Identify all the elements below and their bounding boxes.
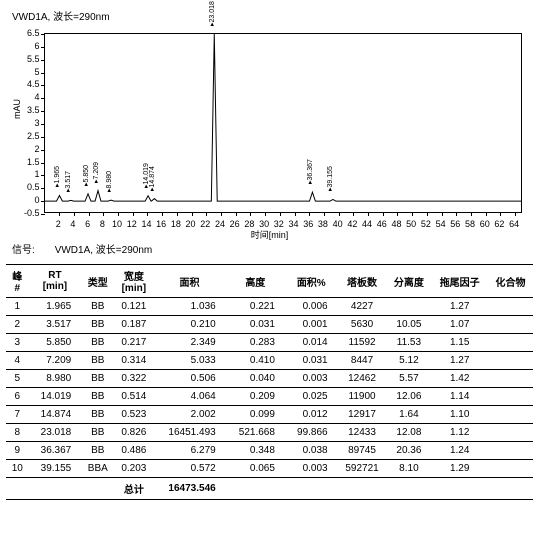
- column-header: 拖尾因子: [431, 265, 488, 298]
- table-row: 11.965BB0.1211.0360.2210.00642271.27: [6, 298, 533, 316]
- x-tick-label: 62: [494, 219, 504, 229]
- x-axis-label: 时间[min]: [251, 228, 289, 241]
- peak-label: ▸7.209: [92, 162, 100, 183]
- x-tick-label: 28: [244, 219, 254, 229]
- x-tick-label: 16: [156, 219, 166, 229]
- x-tick-label: 32: [274, 219, 284, 229]
- x-tick-label: 10: [112, 219, 122, 229]
- peak-label: ▸36.367: [306, 159, 314, 184]
- column-header: 面积: [153, 265, 225, 298]
- y-tick-label: 5.5: [10, 54, 40, 64]
- x-tick-label: 38: [318, 219, 328, 229]
- column-header: 高度: [226, 265, 285, 298]
- column-header: 面积%: [285, 265, 338, 298]
- y-tick-label: 4: [10, 92, 40, 102]
- x-tick-label: 58: [465, 219, 475, 229]
- signal-header: VWD1A, 波长=290nm: [12, 8, 533, 23]
- x-tick-label: 8: [100, 219, 105, 229]
- signal-value: VWD1A, 波长=290nm: [55, 245, 153, 256]
- peak-label: ▸14.874: [148, 166, 156, 191]
- y-tick-label: 0: [10, 195, 40, 205]
- x-tick-label: 34: [289, 219, 299, 229]
- y-tick-label: 3.5: [10, 105, 40, 115]
- total-row: 总计16473.546: [6, 478, 533, 500]
- chromatogram-line: [45, 34, 521, 212]
- x-tick-label: 22: [200, 219, 210, 229]
- peaks-table: 峰#RT[min]类型宽度[min]面积高度面积%塔板数分离度拖尾因子化合物 1…: [6, 264, 533, 500]
- column-header: 峰#: [6, 265, 29, 298]
- table-row: 936.367BB0.4866.2790.3480.0388974520.361…: [6, 442, 533, 460]
- table-row: 23.517BB0.1870.2100.0310.001563010.051.0…: [6, 316, 533, 334]
- x-tick-label: 14: [141, 219, 151, 229]
- peak-label: ▸8.980: [105, 171, 113, 192]
- y-tick-label: 5: [10, 67, 40, 77]
- x-tick-label: 12: [127, 219, 137, 229]
- table-row: 47.209BB0.3145.0330.4100.03184475.121.27: [6, 352, 533, 370]
- table-row: 614.019BB0.5144.0640.2090.0251190012.061…: [6, 388, 533, 406]
- column-header: 塔板数: [338, 265, 387, 298]
- signal-prefix: 信号:: [12, 245, 35, 256]
- x-tick-label: 36: [303, 219, 313, 229]
- peak-label: ▸39.155: [326, 167, 334, 192]
- x-tick-label: 18: [171, 219, 181, 229]
- y-tick-label: 3: [10, 118, 40, 128]
- table-row: 58.980BB0.3220.5060.0400.003124625.571.4…: [6, 370, 533, 388]
- x-tick-label: 40: [333, 219, 343, 229]
- y-tick-label: 2: [10, 144, 40, 154]
- x-tick-label: 30: [259, 219, 269, 229]
- y-tick-label: 6.5: [10, 28, 40, 38]
- table-row: 1039.155BBA0.2030.5720.0650.0035927218.1…: [6, 460, 533, 478]
- peak-label: ▸1.965: [53, 166, 61, 187]
- x-tick-label: 26: [230, 219, 240, 229]
- y-tick-label: 4.5: [10, 79, 40, 89]
- peak-label: ▸3.517: [64, 171, 72, 192]
- x-tick-label: 4: [70, 219, 75, 229]
- table-row: 35.850BB0.2172.3490.2830.0141159211.531.…: [6, 334, 533, 352]
- x-tick-label: 48: [391, 219, 401, 229]
- y-tick-label: 2.5: [10, 131, 40, 141]
- x-tick-label: 56: [450, 219, 460, 229]
- table-row: 823.018BB0.82616451.493521.66899.8661243…: [6, 424, 533, 442]
- y-tick-label: 1.5: [10, 157, 40, 167]
- column-header: 分离度: [386, 265, 431, 298]
- x-tick-label: 2: [56, 219, 61, 229]
- chromatogram-chart: mAU ▸1.965▸3.517▸5.850▸7.209▸8.980▸14.01…: [10, 29, 530, 239]
- column-header: RT[min]: [29, 265, 82, 298]
- column-header: 类型: [81, 265, 114, 298]
- x-tick-label: 24: [215, 219, 225, 229]
- x-tick-label: 6: [85, 219, 90, 229]
- peak-label: ▸5.850: [82, 165, 90, 186]
- y-tick-label: 1: [10, 169, 40, 179]
- x-tick-label: 50: [406, 219, 416, 229]
- x-tick-label: 60: [480, 219, 490, 229]
- x-tick-label: 20: [186, 219, 196, 229]
- plot-area: ▸1.965▸3.517▸5.850▸7.209▸8.980▸14.019▸14…: [44, 33, 522, 213]
- x-tick-label: 42: [347, 219, 357, 229]
- x-tick-label: 64: [509, 219, 519, 229]
- y-tick-label: 0.5: [10, 182, 40, 192]
- x-tick-label: 52: [421, 219, 431, 229]
- column-header: 宽度[min]: [114, 265, 153, 298]
- column-header: 化合物: [488, 265, 533, 298]
- y-tick-label: -0.5: [10, 208, 40, 218]
- peak-label: ▸23.018: [208, 1, 216, 26]
- y-tick-label: 6: [10, 41, 40, 51]
- x-tick-label: 54: [436, 219, 446, 229]
- x-tick-label: 46: [377, 219, 387, 229]
- x-tick-label: 44: [362, 219, 372, 229]
- table-row: 714.874BB0.5232.0020.0990.012129171.641.…: [6, 406, 533, 424]
